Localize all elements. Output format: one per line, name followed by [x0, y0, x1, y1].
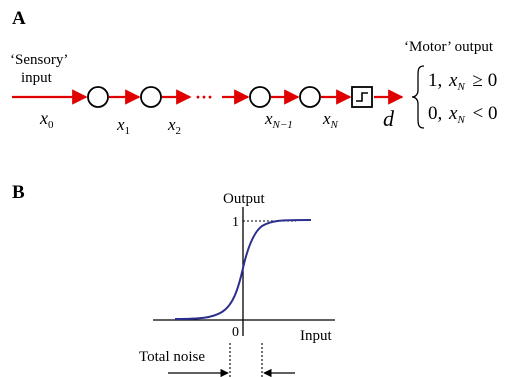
case-one: 1, xN ≥ 0: [428, 70, 497, 95]
motor-label: ‘Motor’ output: [404, 39, 494, 55]
sigmoid-curve: [174, 219, 312, 320]
neuron-2: [140, 86, 162, 108]
x-axis-label: Input: [300, 328, 332, 344]
curly-brace: [411, 65, 425, 129]
y-axis-label: Output: [223, 191, 266, 207]
neuron-n: [299, 86, 321, 108]
var-x0: x0: [39, 108, 54, 131]
var-xN: xN: [322, 109, 339, 131]
neuron-1: [87, 86, 109, 108]
var-xN-1: xN−1: [264, 109, 293, 131]
x-tick-zero: 0: [232, 325, 239, 340]
panel-b-label: B: [12, 182, 25, 203]
var-x2: x2: [167, 115, 181, 137]
piecewise-output: 1, xN ≥ 0 0, xN < 0: [411, 65, 498, 129]
y-tick-one: 1: [232, 215, 239, 230]
threshold-unit: [351, 86, 373, 108]
var-d: d: [383, 106, 395, 131]
noise-interval: [168, 343, 295, 377]
case-zero: 0, xN < 0: [428, 103, 498, 128]
sensory-label-line1: ‘Sensory’: [10, 52, 68, 68]
ellipsis: ···: [195, 87, 213, 107]
neurons: [87, 86, 321, 108]
sensory-label-line2: input: [21, 70, 53, 86]
panel-a-label: A: [12, 8, 26, 29]
neuron-n-1: [249, 86, 271, 108]
axes: [153, 207, 335, 336]
var-x1: x1: [116, 115, 130, 137]
total-noise-label: Total noise: [139, 349, 205, 365]
